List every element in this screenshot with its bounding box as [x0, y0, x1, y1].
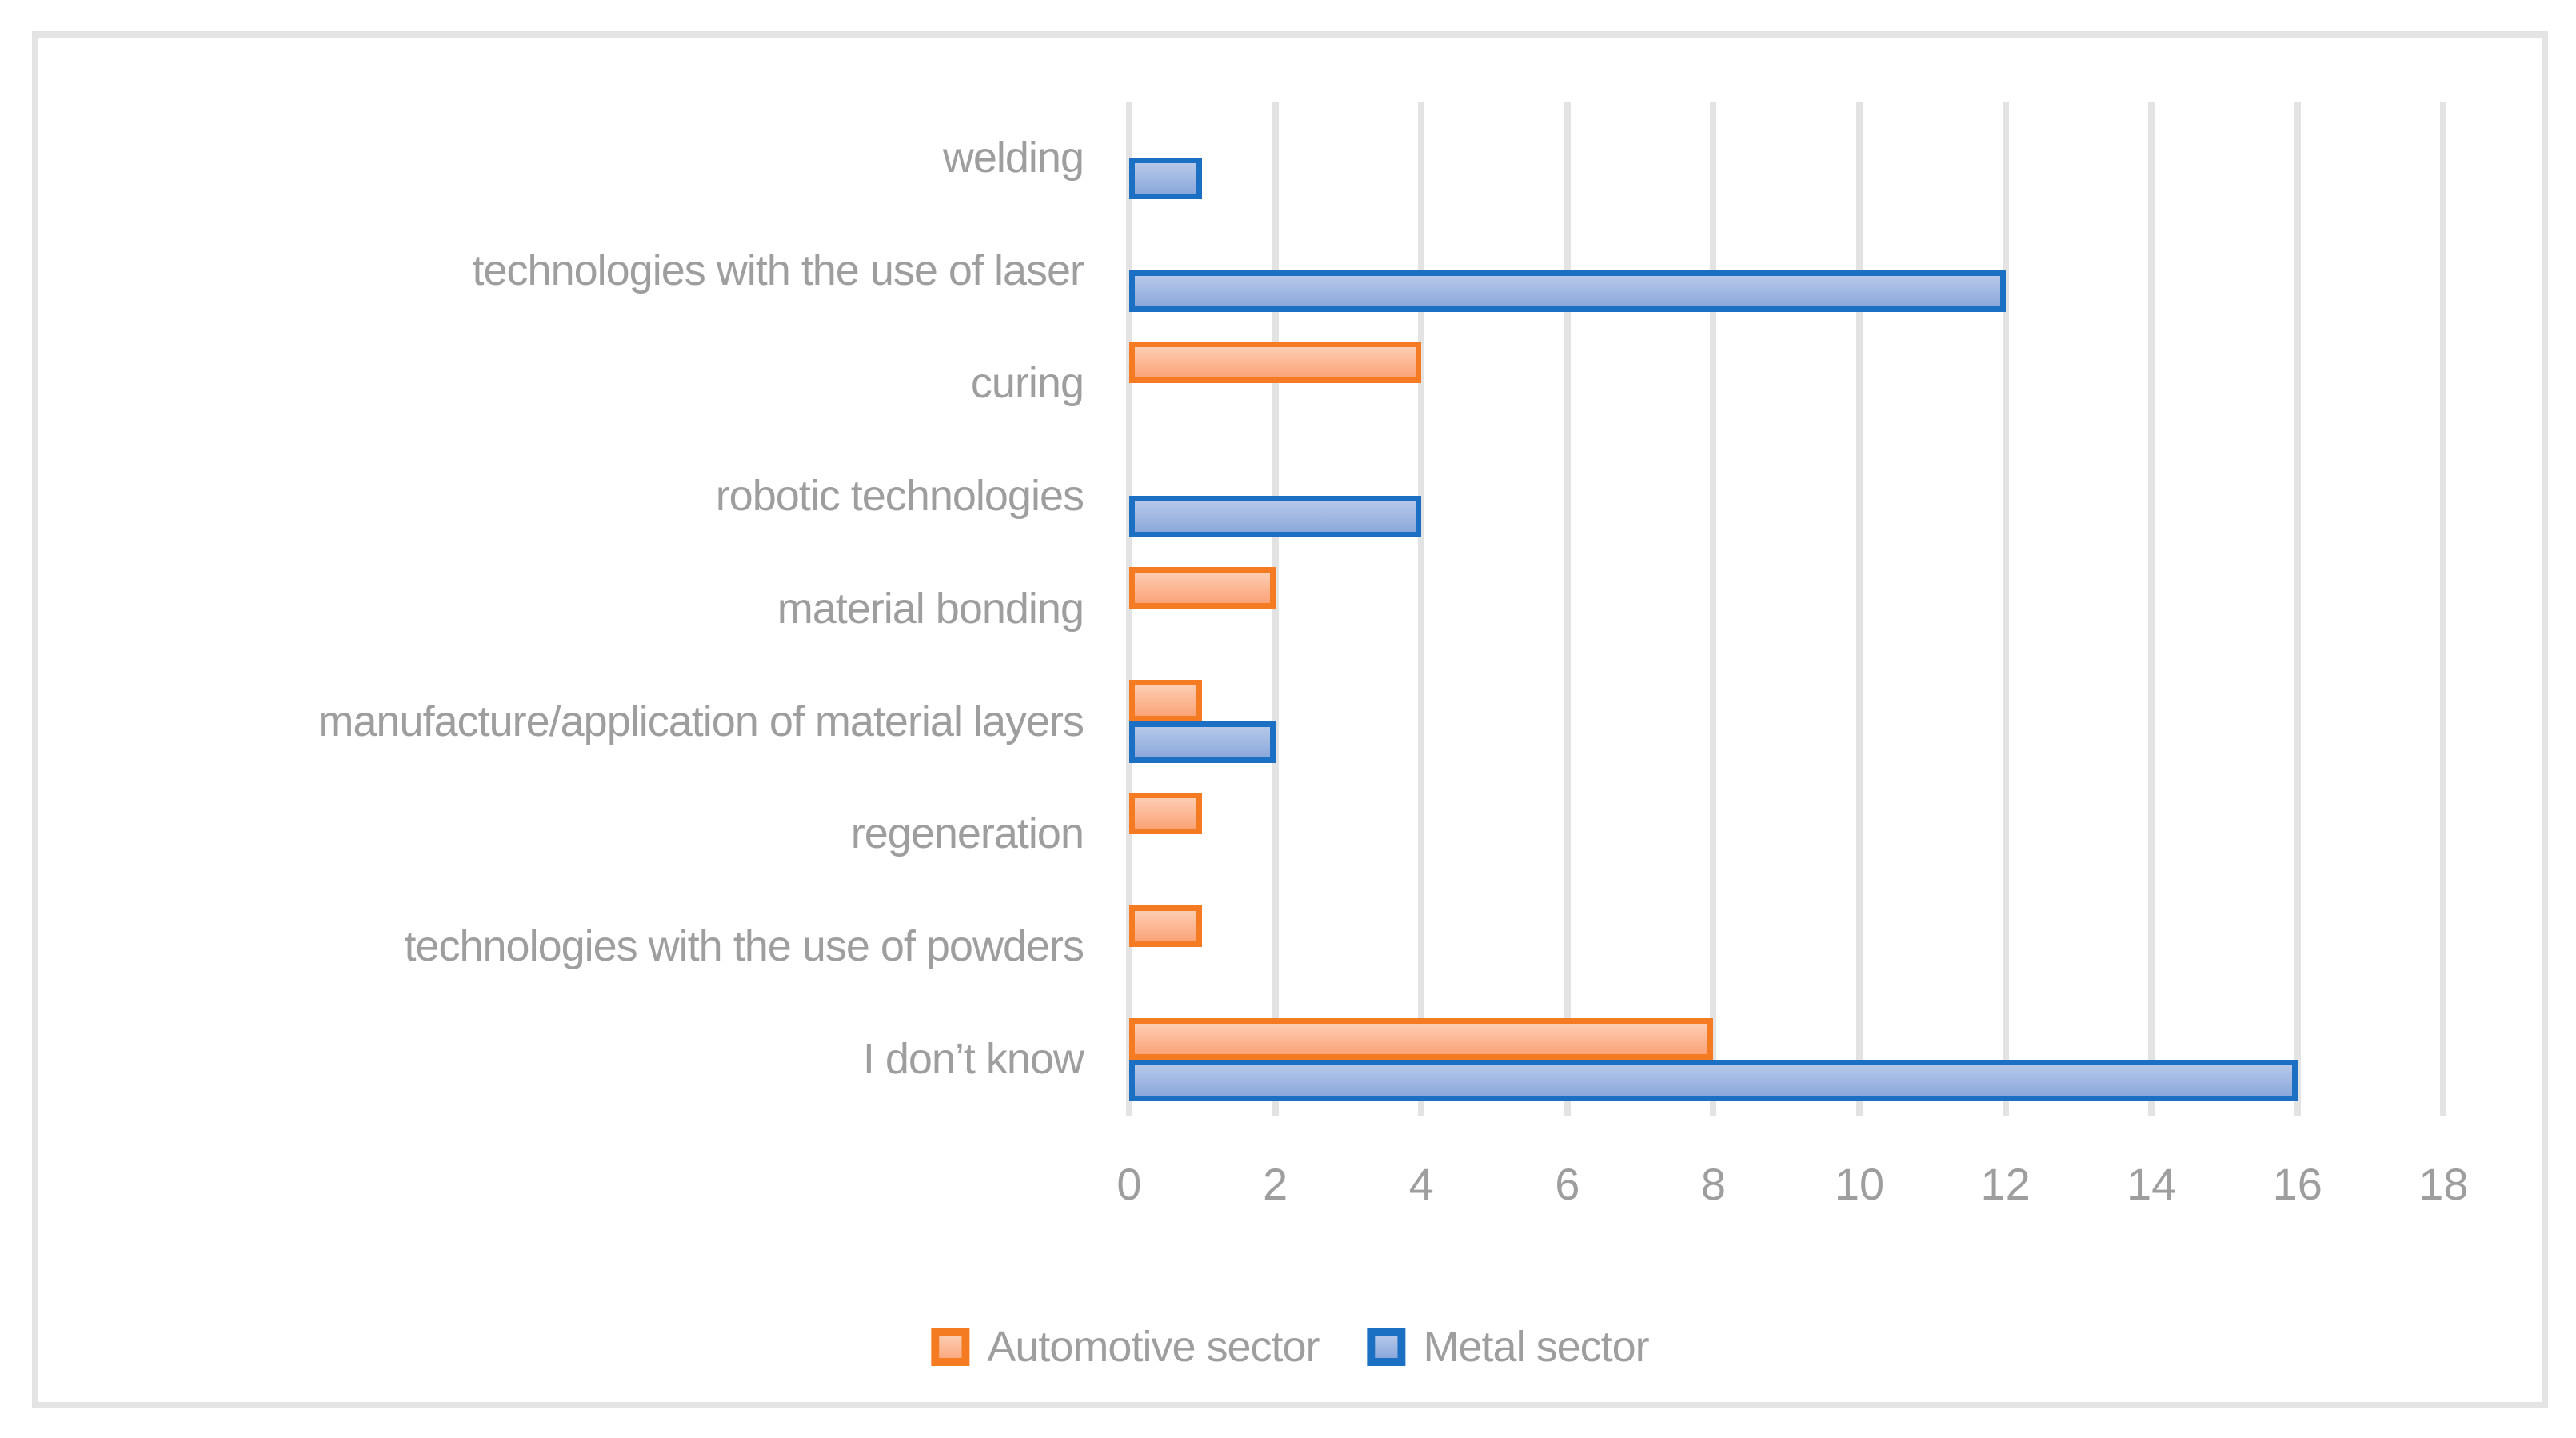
- gridline: [2440, 102, 2447, 1116]
- category-label: technologies with the use of powders: [404, 922, 1084, 971]
- legend-swatch-automotive: [931, 1328, 970, 1366]
- bar-automotive-sector: [1129, 679, 1203, 721]
- gridline: [2002, 102, 2009, 1116]
- x-axis-tick-label: 0: [1116, 1159, 1142, 1209]
- bar-automotive-sector: [1129, 342, 1422, 384]
- gridline: [1418, 102, 1425, 1116]
- x-axis-tick-label: 10: [1834, 1159, 1885, 1209]
- bar-automotive-sector: [1129, 567, 1276, 609]
- gridline: [2294, 102, 2301, 1116]
- legend-item-automotive: Automotive sector: [931, 1322, 1320, 1372]
- gridline: [1856, 102, 1863, 1116]
- x-axis-tick-label: 6: [1555, 1159, 1580, 1209]
- x-axis-tick-label: 4: [1408, 1159, 1434, 1209]
- category-label: technologies with the use of laser: [472, 246, 1084, 294]
- bar-metal-sector: [1129, 496, 1422, 538]
- gridline: [1564, 102, 1571, 1116]
- x-axis-tick-label: 14: [2127, 1159, 2177, 1209]
- x-axis-tick-label: 12: [1980, 1159, 2031, 1209]
- chart-frame: 0 2 4 6 8 10 12 14 16 18 welding technologies with …: [32, 31, 2548, 1408]
- gridline: [1126, 102, 1132, 1116]
- bar-automotive-sector: [1129, 792, 1203, 834]
- category-label: I don’t know: [862, 1035, 1084, 1084]
- category-label: robotic technologies: [715, 471, 1084, 520]
- legend-label: Metal sector: [1423, 1323, 1650, 1371]
- bar-automotive-sector: [1129, 905, 1203, 947]
- bar-metal-sector: [1129, 158, 1203, 200]
- x-axis-tick-label: 2: [1263, 1159, 1288, 1209]
- legend-label: Automotive sector: [987, 1323, 1320, 1371]
- x-axis-tick-label: 16: [2272, 1159, 2322, 1209]
- gridline: [1272, 102, 1279, 1116]
- gridline: [1710, 102, 1717, 1116]
- x-axis-tick-label: 18: [2418, 1159, 2469, 1209]
- category-label: manufacture/application of material laye…: [318, 697, 1084, 745]
- bar-metal-sector: [1129, 721, 1276, 763]
- legend-swatch-metal: [1367, 1328, 1406, 1366]
- bar-automotive-sector: [1129, 1017, 1714, 1060]
- bar-metal-sector: [1129, 1059, 2298, 1101]
- category-label: welding: [942, 134, 1084, 182]
- legend-item-metal: Metal sector: [1367, 1322, 1650, 1372]
- x-axis-tick-label: 8: [1700, 1159, 1726, 1209]
- legend: Automotive sector Metal sector: [931, 1322, 1650, 1372]
- category-label: regeneration: [850, 809, 1084, 858]
- gridline: [2148, 102, 2155, 1116]
- bar-metal-sector: [1129, 270, 2006, 313]
- category-label: material bonding: [777, 584, 1084, 633]
- category-label: curing: [970, 358, 1084, 407]
